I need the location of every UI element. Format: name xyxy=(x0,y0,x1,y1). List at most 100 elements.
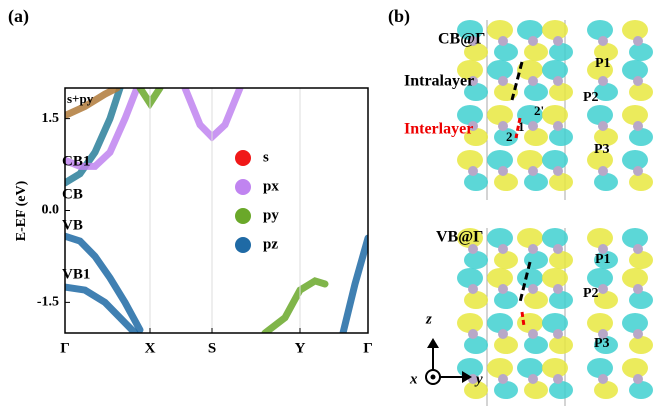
legend-marker xyxy=(235,237,251,253)
orbital-lobe xyxy=(549,251,573,269)
orbital-lobe xyxy=(524,128,548,146)
atom xyxy=(553,329,563,339)
label: Interlayer xyxy=(404,121,473,138)
label: CB@Γ xyxy=(438,31,485,48)
label: z xyxy=(425,311,432,327)
orbital-lobe xyxy=(464,173,488,191)
orbital-lobe xyxy=(549,173,573,191)
orbital-lobe xyxy=(494,336,518,354)
atom xyxy=(553,121,563,131)
band xyxy=(265,281,325,333)
atom xyxy=(468,329,478,339)
atom xyxy=(468,166,478,176)
orbital-lobe xyxy=(629,173,653,191)
atom xyxy=(553,76,563,86)
atom xyxy=(498,329,508,339)
atom xyxy=(553,284,563,294)
legend-label: s xyxy=(263,149,269,165)
atom xyxy=(553,374,563,384)
y-tick-label: 1.5 xyxy=(42,111,60,126)
orbital-lobe xyxy=(524,43,548,61)
band-annotation: CB1 xyxy=(62,153,90,169)
atom xyxy=(633,121,643,131)
atom xyxy=(633,329,643,339)
atom xyxy=(553,36,563,46)
atom xyxy=(528,76,538,86)
orbital-lobe xyxy=(524,291,548,309)
atom xyxy=(598,166,608,176)
arrow-head xyxy=(427,338,439,348)
label: P3 xyxy=(594,336,610,351)
atom xyxy=(498,76,508,86)
panel-label: (a) xyxy=(8,6,29,27)
label: P1 xyxy=(595,56,611,71)
atom xyxy=(598,374,608,384)
atom xyxy=(633,374,643,384)
orbital-lobe xyxy=(629,381,653,399)
label: 2' xyxy=(534,103,544,118)
orbital-lobe xyxy=(629,43,653,61)
atom xyxy=(528,36,538,46)
orbital-lobe xyxy=(549,83,573,101)
orbital-lobe xyxy=(494,173,518,191)
band-annotation: VB xyxy=(62,217,83,233)
x-tick-label: Y xyxy=(295,340,306,356)
atom xyxy=(528,329,538,339)
orbital-lobe xyxy=(549,291,573,309)
orbital-lobe xyxy=(629,83,653,101)
atom xyxy=(528,121,538,131)
orbital-lobe xyxy=(524,173,548,191)
orbital-lobe xyxy=(524,381,548,399)
band-annotation: s+py xyxy=(67,91,94,106)
label: P2 xyxy=(583,286,599,301)
orbital-lobe xyxy=(524,83,548,101)
orbital-lobe xyxy=(464,251,488,269)
label: Intralayer xyxy=(404,73,474,90)
orbital-lobe xyxy=(494,251,518,269)
atom xyxy=(468,284,478,294)
orbital-lobe xyxy=(464,291,488,309)
orbital-lobe xyxy=(494,43,518,61)
atom xyxy=(598,36,608,46)
x-tick-label: Γ xyxy=(363,340,373,356)
band xyxy=(65,236,140,330)
y-tick-label: 0.0 xyxy=(42,203,60,218)
atom xyxy=(633,36,643,46)
axis-dot xyxy=(431,375,436,380)
atom xyxy=(498,36,508,46)
atom xyxy=(498,284,508,294)
orbital-lobe xyxy=(494,291,518,309)
legend-label: px xyxy=(263,178,279,194)
orbital-lobe xyxy=(549,336,573,354)
atom xyxy=(633,166,643,176)
legend-marker xyxy=(235,150,251,166)
atom xyxy=(528,374,538,384)
atom xyxy=(598,284,608,294)
atom xyxy=(633,284,643,294)
label: P2 xyxy=(583,90,599,105)
y-tick-label: -1.5 xyxy=(37,295,59,310)
legend-label: py xyxy=(263,207,279,223)
orbital-lobe xyxy=(549,381,573,399)
atom xyxy=(498,166,508,176)
band xyxy=(65,287,135,333)
band-annotation: CB xyxy=(62,186,83,202)
orbital-lobe xyxy=(494,381,518,399)
orbital-lobe xyxy=(629,128,653,146)
label: VB@Γ xyxy=(436,229,483,246)
orbital-lobe xyxy=(549,43,573,61)
atom xyxy=(633,76,643,86)
label: x xyxy=(409,371,418,387)
figure: (a)ΓXSYΓ1.50.0-1.5E-EF (eV)s+pyCB1CBVBVB… xyxy=(0,0,653,406)
panel-label: (b) xyxy=(388,6,410,27)
legend-label: pz xyxy=(263,236,278,252)
legend-marker xyxy=(235,208,251,224)
label: P1 xyxy=(595,252,611,267)
x-tick-label: X xyxy=(145,340,156,356)
label: P3 xyxy=(594,142,610,157)
x-tick-label: Γ xyxy=(60,340,70,356)
atom xyxy=(633,244,643,254)
orbital-lobe xyxy=(629,251,653,269)
label: y xyxy=(474,371,483,387)
